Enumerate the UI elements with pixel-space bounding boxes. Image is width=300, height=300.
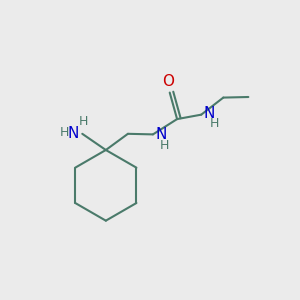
- Text: O: O: [162, 74, 174, 89]
- Text: N: N: [68, 126, 79, 141]
- Text: N: N: [156, 127, 167, 142]
- Text: N: N: [204, 106, 215, 121]
- Text: H: H: [210, 117, 219, 130]
- Text: H: H: [79, 115, 88, 128]
- Text: H: H: [159, 139, 169, 152]
- Text: H: H: [59, 126, 69, 139]
